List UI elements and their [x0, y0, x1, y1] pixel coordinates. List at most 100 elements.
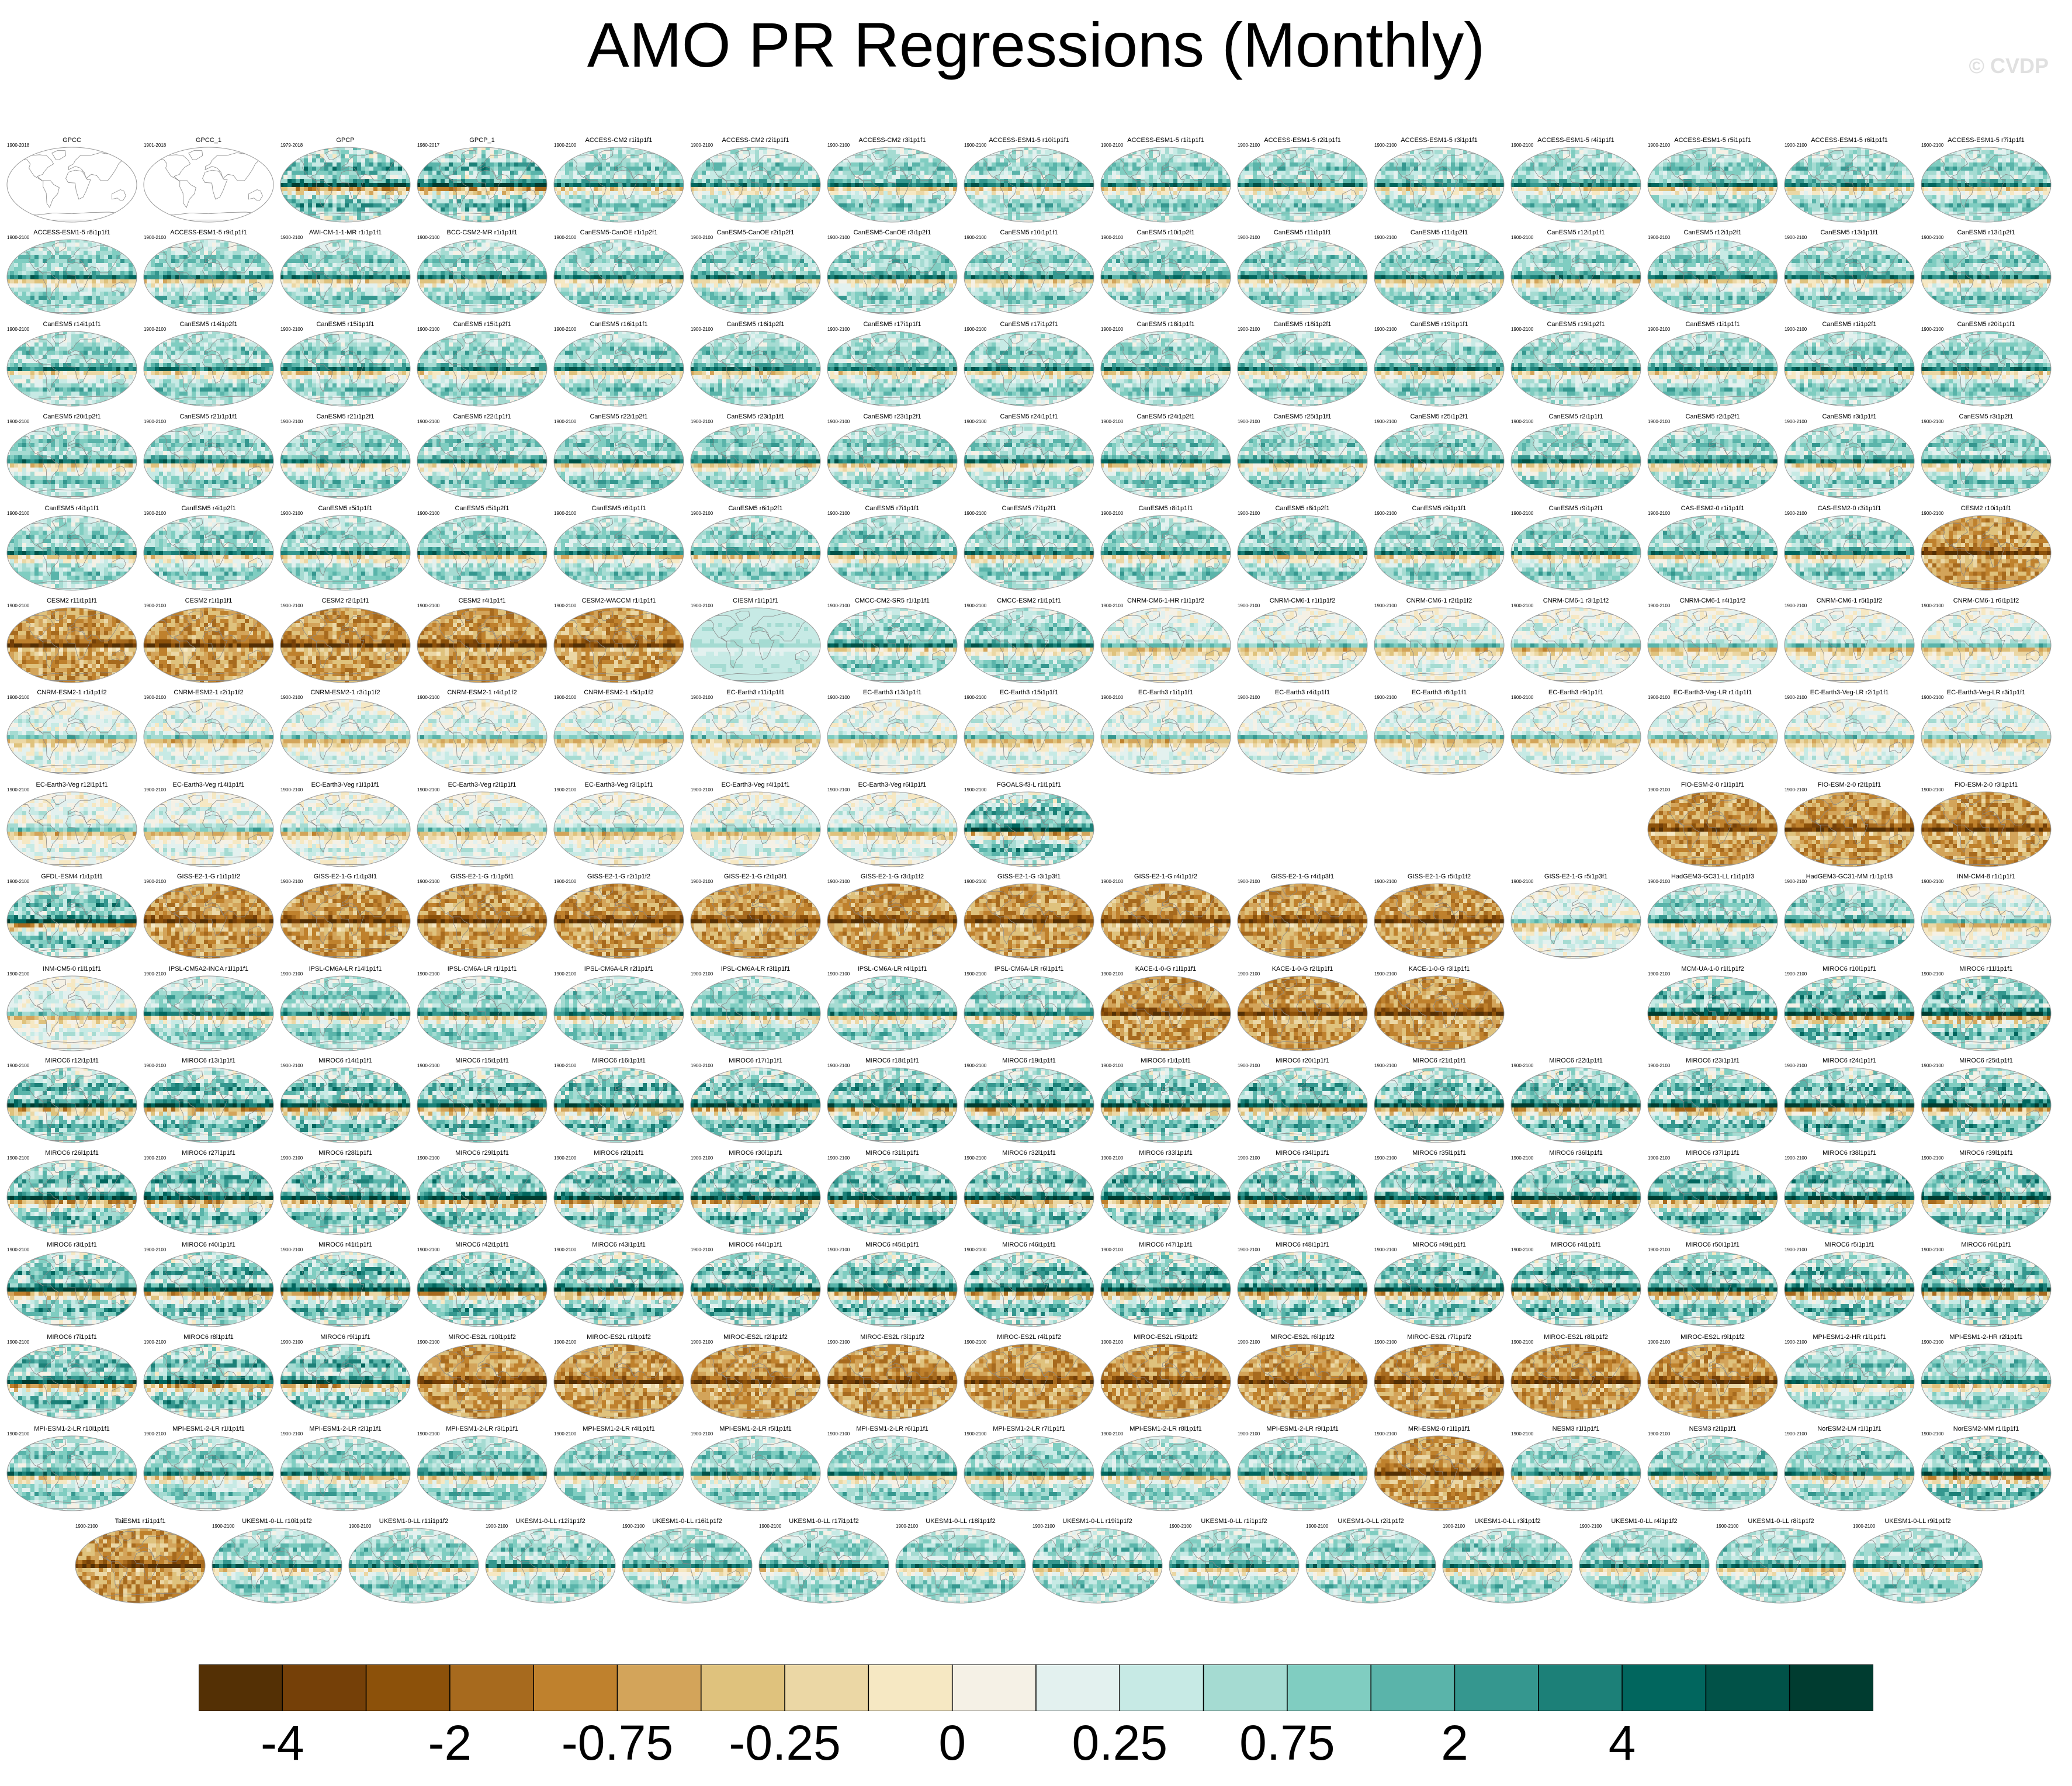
regression-map: [143, 514, 275, 591]
regression-map: [963, 330, 1095, 407]
map-panel: EC-Earth3-Veg r2i1p1f1 1900-2100: [416, 780, 548, 868]
map-panel: KACE-1-0-G r3i1p1f1 1900-2100: [1373, 964, 1505, 1052]
map-panel: GISS-E2-1-G r3i1p1f2 1900-2100: [826, 872, 958, 960]
map-panel: UKESM1-0-LL r19i1p1f2 1900-2100: [1031, 1517, 1163, 1604]
regression-map: [1510, 1159, 1642, 1236]
map-panel: ACCESS-ESM1-5 r10i1p1f1 1900-2100: [963, 136, 1095, 223]
map-panel: CNRM-ESM2-1 r1i1p1f2 1900-2100: [6, 688, 138, 776]
map-panel: UKESM1-0-LL r16i1p1f2 1900-2100: [621, 1517, 753, 1604]
regression-map: [1100, 975, 1232, 1052]
regression-map: [279, 238, 411, 316]
colorbar-segment: [533, 1664, 617, 1711]
map-panel: MIROC6 r39i1p1f1 1900-2100: [1920, 1148, 2052, 1236]
colorbar-segment: [282, 1664, 366, 1711]
map-panel: CanESM5 r14i1p1f1 1900-2100: [6, 320, 138, 407]
colorbar-segment: [1120, 1664, 1203, 1711]
regression-map: [1373, 975, 1505, 1052]
regression-map: [826, 1067, 958, 1144]
regression-map: [416, 975, 548, 1052]
regression-map: [1373, 1159, 1505, 1236]
map-panel: GISS-E2-1-G r2i1p1f2 1900-2100: [553, 872, 685, 960]
regression-map: [6, 1067, 138, 1144]
map-panel: MIROC6 r9i1p1f1 1900-2100: [279, 1332, 411, 1420]
map-panel: MIROC-ES2L r3i1p1f2 1900-2100: [826, 1332, 958, 1420]
map-panel: GPCP_1 1980-2017: [416, 136, 548, 223]
map-panel: CNRM-CM6-1 r5i1p1f2 1900-2100: [1783, 596, 1915, 684]
map-panel: GISS-E2-1-G r4i1p1f2 1900-2100: [1100, 872, 1232, 960]
regression-map: [553, 882, 685, 960]
map-panel: MPI-ESM1-2-LR r10i1p1f1 1900-2100: [6, 1424, 138, 1512]
map-panel: CanESM5 r9i1p2f1 1900-2100: [1510, 504, 1642, 591]
map-panel: CESM2 r2i1p1f1 1900-2100: [279, 596, 411, 684]
panel-grid: GPCC 1900-2018 GPCC_1 1901-2018 GPCP 1979-201…: [0, 0, 2072, 1636]
map-panel: ACCESS-ESM1-5 r9i1p1f1 1900-2100: [143, 228, 275, 316]
regression-map: [553, 791, 685, 868]
map-panel: CanESM5 r17i1p1f1 1900-2100: [826, 320, 958, 407]
regression-map: [1100, 330, 1232, 407]
regression-map: [1100, 1343, 1232, 1420]
map-panel: CNRM-CM6-1 r1i1p1f2 1900-2100: [1236, 596, 1368, 684]
regression-map: [553, 146, 685, 223]
map-panel: CNRM-CM6-1 r4i1p1f2 1900-2100: [1647, 596, 1779, 684]
regression-map: [1373, 1343, 1505, 1420]
map-panel: MIROC6 r29i1p1f1 1900-2100: [416, 1148, 548, 1236]
regression-map: [963, 514, 1095, 591]
regression-map: [1647, 1435, 1779, 1512]
map-panel: GPCP 1979-2018: [279, 136, 411, 223]
regression-map: [1236, 1251, 1368, 1328]
regression-map: [74, 1527, 206, 1604]
regression-map: [1647, 1067, 1779, 1144]
regression-map: [963, 423, 1095, 500]
map-panel: CanESM5 r3i1p2f1 1900-2100: [1920, 412, 2052, 500]
regression-map: [1920, 1159, 2052, 1236]
regression-map: [279, 514, 411, 591]
colorbar-segment: [1455, 1664, 1539, 1711]
regression-map: [1920, 882, 2052, 960]
regression-map: [553, 238, 685, 316]
map-panel: MIROC6 r45i1p1f1 1900-2100: [826, 1240, 958, 1328]
regression-map: [963, 1159, 1095, 1236]
map-panel: UKESM1-0-LL r11i1p1f2 1900-2100: [348, 1517, 480, 1604]
regression-map: [1510, 238, 1642, 316]
map-panel: UKESM1-0-LL r8i1p1f2 1900-2100: [1715, 1517, 1847, 1604]
regression-map: [1100, 1435, 1232, 1512]
regression-map: [1783, 975, 1915, 1052]
map-panel: CanESM5 r15i1p2f1 1900-2100: [416, 320, 548, 407]
map-panel: FGOALS-f3-L r1i1p1f1 1900-2100: [963, 780, 1095, 868]
map-panel: CanESM5 r1i1p1f1 1900-2100: [1647, 320, 1779, 407]
map-panel: CanESM5 r12i1p1f1 1900-2100: [1510, 228, 1642, 316]
colorbar-segment: [1539, 1664, 1622, 1711]
regression-map: [143, 423, 275, 500]
colorbar-segment: [1790, 1664, 1873, 1711]
regression-map: [1510, 882, 1642, 960]
map-panel: MIROC6 r12i1p1f1 1900-2100: [6, 1056, 138, 1144]
colorbar-segment: [366, 1664, 450, 1711]
map-panel: CNRM-CM6-1 r2i1p1f2 1900-2100: [1373, 596, 1505, 684]
colorbar-segment: [1287, 1664, 1371, 1711]
regression-map: [279, 607, 411, 684]
regression-map: [1783, 238, 1915, 316]
regression-map: [826, 238, 958, 316]
map-panel: CanESM5 r18i1p1f1 1900-2100: [1100, 320, 1232, 407]
regression-map: [6, 1251, 138, 1328]
regression-map: [1100, 238, 1232, 316]
regression-map: [6, 146, 138, 223]
regression-map: [6, 423, 138, 500]
colorbar-segment: [952, 1664, 1036, 1711]
map-panel: ACCESS-ESM1-5 r4i1p1f1 1900-2100: [1510, 136, 1642, 223]
colorbar-segment: [1036, 1664, 1120, 1711]
map-panel: MIROC6 r40i1p1f1 1900-2100: [143, 1240, 275, 1328]
map-panel: EC-Earth3-Veg r14i1p1f1 1900-2100: [143, 780, 275, 868]
map-panel: MIROC-ES2L r9i1p1f2 1900-2100: [1647, 1332, 1779, 1420]
map-panel: MPI-ESM1-2-HR r2i1p1f1 1900-2100: [1920, 1332, 2052, 1420]
regression-map: [1100, 1067, 1232, 1144]
map-panel: MIROC6 r36i1p1f1 1900-2100: [1510, 1148, 1642, 1236]
map-panel: CanESM5 r11i1p1f1 1900-2100: [1236, 228, 1368, 316]
regression-map: [758, 1527, 890, 1604]
map-panel: IPSL-CM6A-LR r1i1p1f1 1900-2100: [416, 964, 548, 1052]
map-panel: GISS-E2-1-G r2i1p3f1 1900-2100: [689, 872, 822, 960]
regression-map: [553, 423, 685, 500]
map-panel: MIROC6 r6i1p1f1 1900-2100: [1920, 1240, 2052, 1328]
map-panel: NorESM2-LM r1i1p1f1 1900-2100: [1783, 1424, 1915, 1512]
map-panel: MIROC6 r15i1p1f1 1900-2100: [416, 1056, 548, 1144]
